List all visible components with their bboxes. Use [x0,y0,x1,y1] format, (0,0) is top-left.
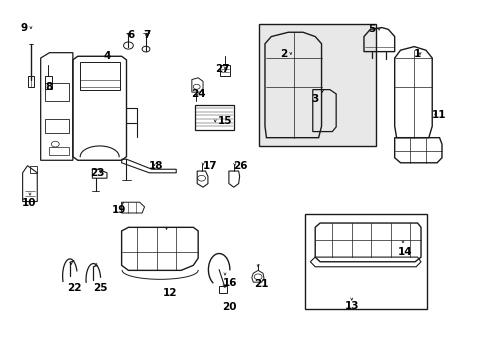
Text: 22: 22 [67,283,82,293]
Bar [259,24,375,146]
Text: 21: 21 [254,279,268,289]
Text: 15: 15 [217,116,232,126]
Text: 5: 5 [368,24,375,35]
Text: 12: 12 [163,288,177,298]
Text: 23: 23 [90,168,104,178]
Text: 16: 16 [222,278,237,288]
Text: 10: 10 [21,198,36,208]
Text: 13: 13 [344,301,358,311]
Text: 24: 24 [190,89,205,99]
Text: 25: 25 [93,283,108,293]
Text: 7: 7 [143,30,150,40]
Text: 6: 6 [127,30,135,40]
Text: 19: 19 [111,206,125,216]
Text: 3: 3 [311,94,318,104]
Text: 4: 4 [103,51,110,61]
Text: 17: 17 [203,161,217,171]
Text: 18: 18 [148,161,163,171]
Text: 11: 11 [430,111,445,121]
Text: 8: 8 [46,82,53,92]
Bar [305,214,427,309]
Text: 9: 9 [20,23,28,33]
Text: 14: 14 [397,247,412,257]
Text: 20: 20 [221,302,236,312]
Text: 2: 2 [279,49,286,59]
Text: 27: 27 [215,64,229,74]
Text: 1: 1 [413,49,420,59]
Bar [259,24,375,146]
Text: 26: 26 [233,161,247,171]
